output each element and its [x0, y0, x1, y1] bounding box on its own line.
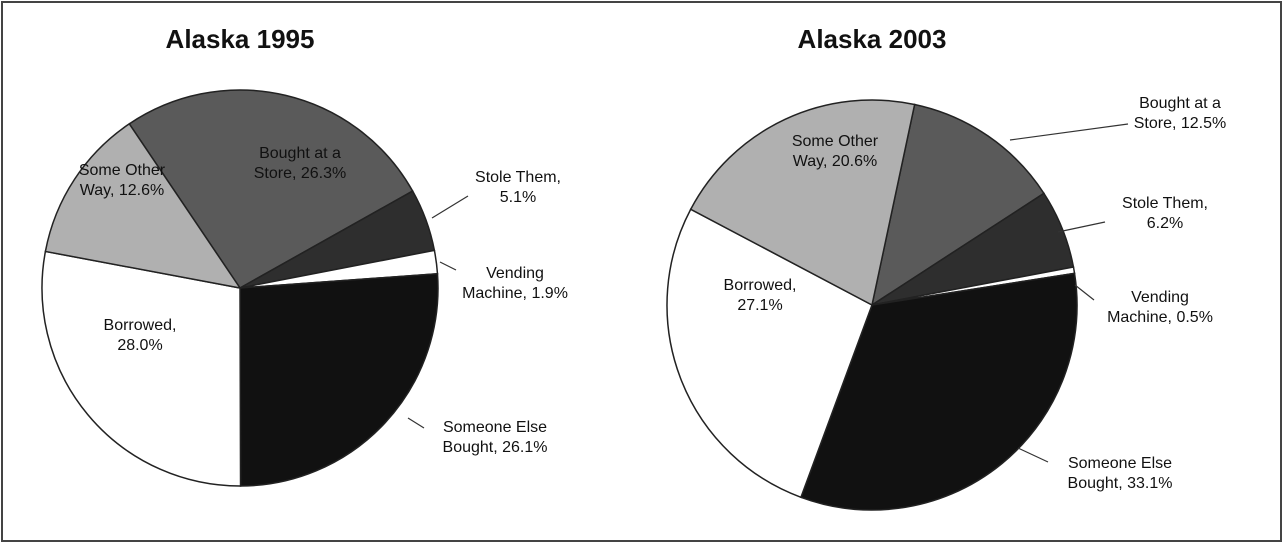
pie-slice [128, 89, 414, 289]
slice-label: Vending Machine, 1.9% [462, 265, 568, 302]
chart-title: Alaska 2003 [798, 24, 947, 54]
leader-line [407, 417, 425, 429]
slice-label: Some Other Way, 12.6% [79, 162, 166, 199]
leader-line [1009, 123, 1129, 141]
slice-label: Someone Else Bought, 26.1% [443, 419, 548, 456]
slice-label: Borrowed, 28.0% [104, 317, 177, 354]
chart-title: Alaska 1995 [166, 24, 315, 54]
pie-slice [239, 272, 439, 487]
slice-label: Bought at a Store, 12.5% [1134, 95, 1227, 132]
slice-label: Stole Them, 6.2% [1122, 195, 1208, 232]
slice-label: Stole Them, 5.1% [475, 169, 561, 206]
pie-slice [41, 250, 242, 487]
pie-slice [666, 208, 873, 499]
slice-label: Bought at a Store, 26.3% [254, 145, 347, 182]
slice-label: Some Other Way, 20.6% [792, 133, 879, 170]
leader-line [1017, 447, 1049, 463]
slice-label: Vending Machine, 0.5% [1107, 289, 1213, 326]
leader-line [439, 261, 457, 271]
leader-line [1057, 221, 1106, 233]
pie-slice [799, 272, 1078, 511]
slice-label: Borrowed, 27.1% [724, 277, 797, 314]
pie-slice [44, 122, 242, 290]
pie-slice [870, 103, 1045, 307]
pie-slice [689, 99, 916, 307]
leader-line [1074, 284, 1095, 301]
slice-label: Someone Else Bought, 33.1% [1068, 455, 1173, 492]
leader-line [431, 195, 469, 219]
